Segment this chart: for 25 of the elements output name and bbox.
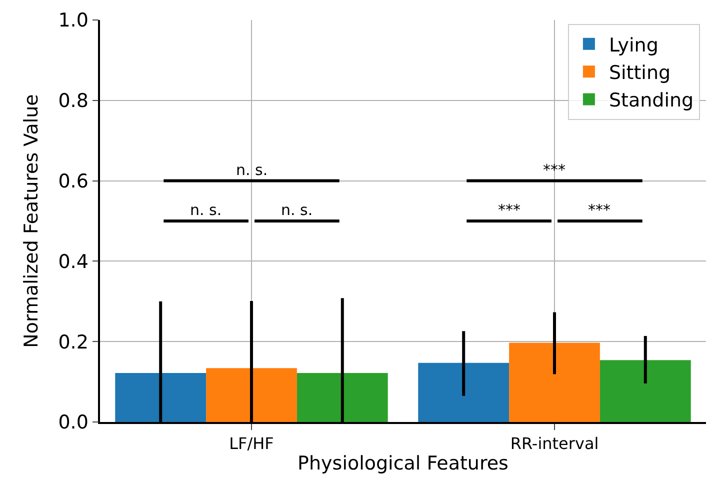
bar (509, 342, 600, 422)
y-tick-label: 1.0 (58, 10, 88, 32)
annotation: n. s. (190, 201, 222, 219)
y-tick-label: 0.6 (58, 170, 88, 192)
bar (115, 372, 206, 422)
y-axis-title: Normalized Features Value (20, 94, 43, 348)
bar (600, 360, 691, 422)
bar (296, 372, 388, 422)
legend-label: Standing (608, 90, 694, 112)
y-tick-label: 0.8 (58, 90, 88, 112)
x-tick-label: RR-interval (510, 434, 599, 453)
annotation: *** (543, 161, 566, 179)
x-tick-label: LF/HF (229, 434, 274, 453)
bar (418, 362, 510, 422)
annotation: *** (498, 201, 521, 219)
annotation: n. s. (281, 201, 313, 219)
annotation: *** (588, 201, 611, 219)
x-axis-title: Physiological Features (298, 452, 508, 474)
annotation: n. s. (236, 161, 268, 179)
legend-label: Lying (608, 34, 658, 56)
legend-label: Sitting (608, 62, 671, 84)
bar (206, 368, 297, 422)
y-tick-label: 0.4 (58, 250, 88, 273)
y-tick-label: 0.0 (58, 412, 88, 434)
y-tick-label: 0.2 (58, 331, 88, 354)
